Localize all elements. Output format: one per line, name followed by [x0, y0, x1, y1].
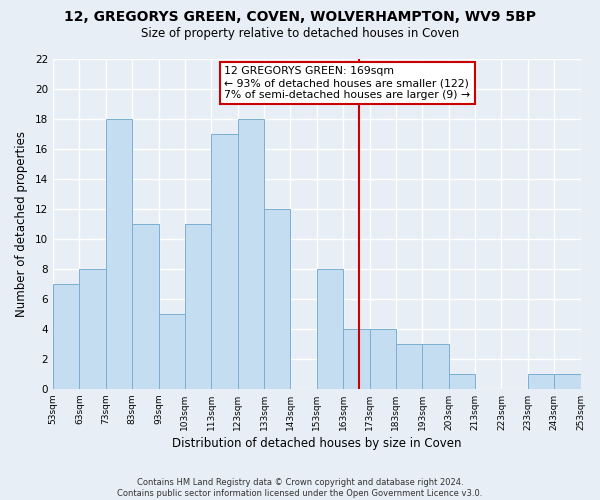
Bar [264, 209, 290, 389]
X-axis label: Distribution of detached houses by size in Coven: Distribution of detached houses by size … [172, 437, 461, 450]
Bar [317, 269, 343, 389]
Bar [185, 224, 211, 389]
Text: Size of property relative to detached houses in Coven: Size of property relative to detached ho… [141, 28, 459, 40]
Bar [554, 374, 581, 389]
Bar [528, 374, 554, 389]
Text: 12 GREGORYS GREEN: 169sqm
← 93% of detached houses are smaller (122)
7% of semi-: 12 GREGORYS GREEN: 169sqm ← 93% of detac… [224, 66, 470, 100]
Bar [422, 344, 449, 389]
Y-axis label: Number of detached properties: Number of detached properties [15, 131, 28, 317]
Bar [106, 119, 132, 389]
Bar [79, 269, 106, 389]
Bar [132, 224, 158, 389]
Bar [396, 344, 422, 389]
Bar [53, 284, 79, 389]
Bar [238, 119, 264, 389]
Bar [370, 329, 396, 389]
Bar [449, 374, 475, 389]
Bar [581, 374, 600, 389]
Bar [211, 134, 238, 389]
Bar [158, 314, 185, 389]
Bar [343, 329, 370, 389]
Text: 12, GREGORYS GREEN, COVEN, WOLVERHAMPTON, WV9 5BP: 12, GREGORYS GREEN, COVEN, WOLVERHAMPTON… [64, 10, 536, 24]
Text: Contains HM Land Registry data © Crown copyright and database right 2024.
Contai: Contains HM Land Registry data © Crown c… [118, 478, 482, 498]
